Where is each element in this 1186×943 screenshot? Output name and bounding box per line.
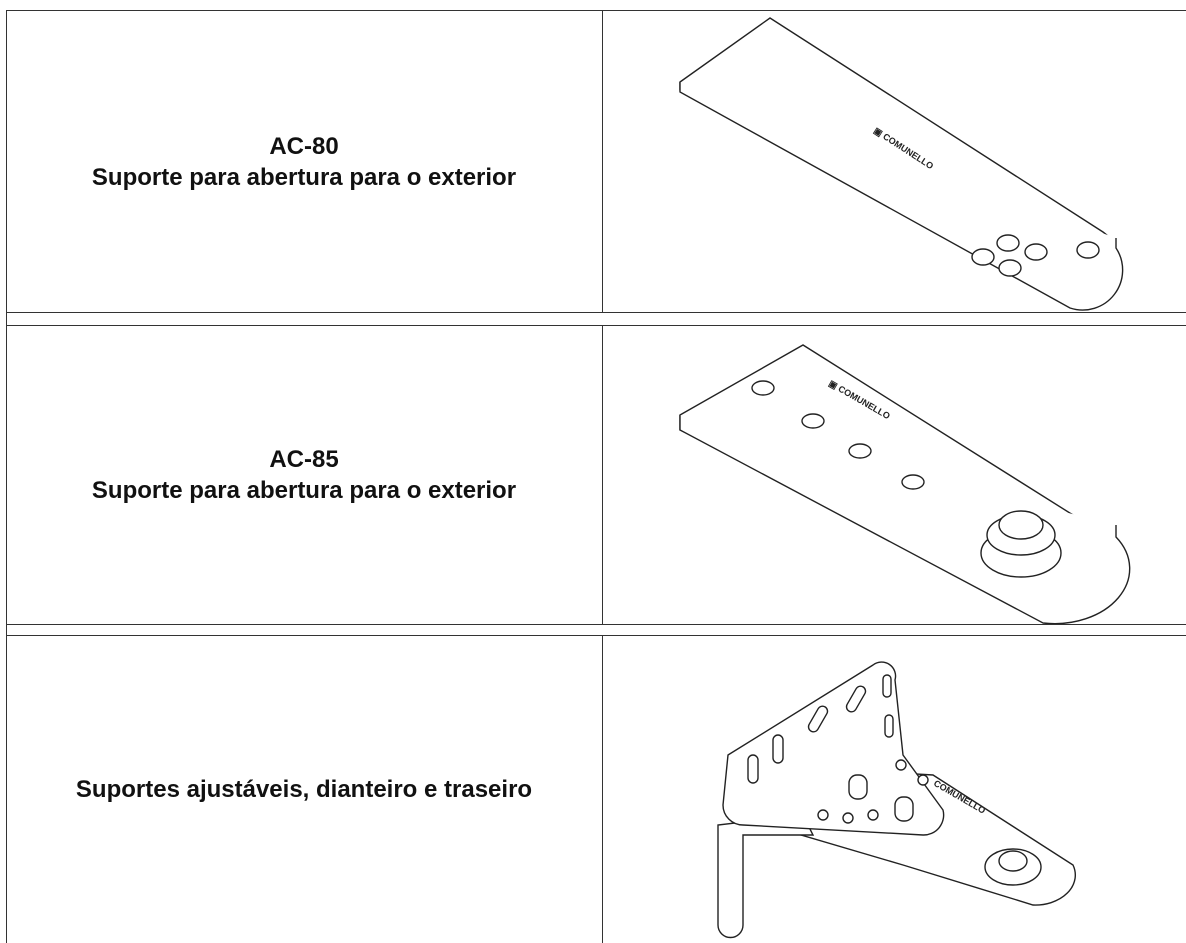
table-cell <box>602 10 1186 313</box>
product-drawing: ▣ COMUNELLO <box>679 17 1124 311</box>
table-cell <box>6 635 603 943</box>
product-drawing: COMUNELLO <box>717 661 1076 939</box>
product-code: AC-85 <box>269 446 339 473</box>
product-description: Suportes ajustáveis, dianteiro e traseir… <box>75 775 533 803</box>
table-cell <box>602 325 1186 625</box>
row-text: Suportes ajustáveis, dianteiro e traseir… <box>6 635 602 943</box>
product-drawing: ▣ COMUNELLO <box>679 344 1131 625</box>
table-cell <box>6 10 603 313</box>
row-text: AC-80 Suporte para abertura para o exter… <box>6 10 602 313</box>
product-code: AC-80 <box>269 132 339 160</box>
table-cell <box>6 325 603 625</box>
row-text: AC-85 Suporte para abertura para o exter… <box>6 325 602 625</box>
row-separator <box>6 312 1186 326</box>
product-description: Suporte para abertura para o exterior <box>91 477 517 504</box>
table-cell <box>602 635 1186 943</box>
product-description: Suporte para abertura para o exterior <box>91 163 517 191</box>
